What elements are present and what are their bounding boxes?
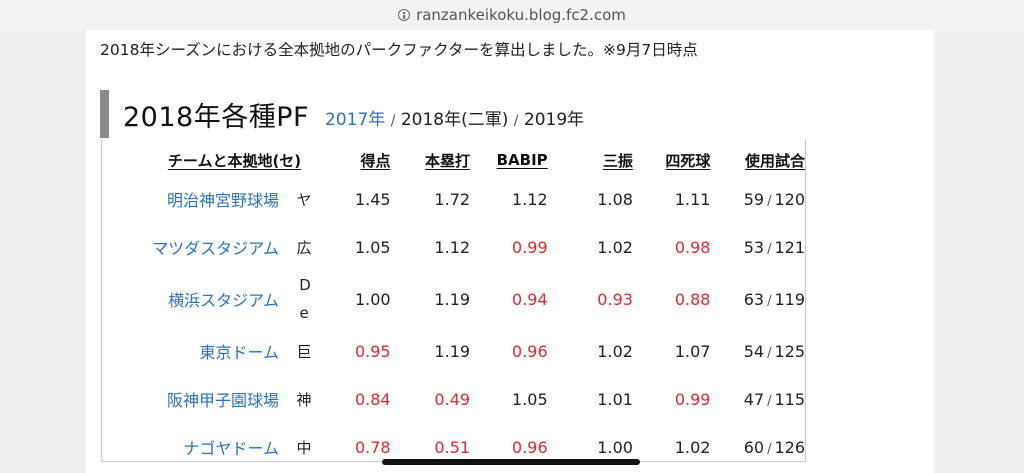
table-row: 横浜スタジアム De 1.00 1.19 0.94 0.93 0.88 63/119 [102,271,805,327]
pf-runs-cell: 0.78 [354,437,391,457]
games-total: 125 [774,341,805,361]
games-cell: 53/121 [710,223,805,271]
pf-so-cell: 1.08 [597,189,633,209]
info-circle-icon[interactable] [398,9,411,21]
games-used: 54 [743,341,765,361]
pf-babip-cell: 0.94 [512,289,548,309]
pf-runs-cell: 0.84 [354,389,391,409]
table-row: 明治神宮野球場ヤ 1.45 1.72 1.12 1.08 1.11 59/120 [102,175,805,223]
table-row: 阪神甲子園球場神 0.84 0.49 1.05 1.01 0.99 47/115 [102,375,805,423]
pf-so-cell: 1.02 [597,237,633,257]
table-row: 東京ドーム巨 0.95 1.19 0.96 1.02 1.07 54/125 [102,327,805,375]
header-babip[interactable]: BABIP [496,151,548,169]
url-text[interactable]: ranzankeikoku.blog.fc2.com [416,6,626,24]
pf-hr-cell: 1.19 [434,341,471,361]
team-abbrev: 神 [296,390,312,409]
games-separator: / [767,393,772,409]
games-separator: / [767,193,772,209]
park-factor-table: チームと本拠地(セ) 得点 本塁打 BABIP 三振 四死球 使用試合 明治神宮… [102,145,805,471]
park-factor-table-box: チームと本拠地(セ) 得点 本塁打 BABIP 三振 四死球 使用試合 明治神宮… [101,139,806,462]
pf-hr-cell: 0.51 [434,437,471,457]
games-cell: 47/115 [710,375,805,423]
header-runs[interactable]: 得点 [360,151,391,170]
pf-bb-cell: 1.07 [674,341,711,361]
separator: / [390,112,396,129]
games-separator: / [767,241,772,257]
pf-hr-cell: 1.12 [434,237,471,257]
table-row: ナゴヤドーム中 0.78 0.51 0.96 1.00 1.02 60/126 [102,423,805,471]
games-cell: 54/125 [710,327,805,375]
table-row: マツダスタジアム広 1.05 1.12 0.99 1.02 0.98 53/121 [102,223,805,271]
pf-babip-cell: 0.96 [512,437,548,457]
park-link[interactable]: ナゴヤドーム [183,439,279,458]
games-total: 115 [774,389,805,409]
browser-address-bar[interactable]: ranzankeikoku.blog.fc2.com [0,0,1024,30]
intro-text: 2018年シーズンにおける全本拠地のパークファクターを算出しました。※9月7日時… [100,41,698,59]
year-links: 2017年 / 2018年(二軍) / 2019年 [325,105,584,130]
pf-bb-cell: 0.88 [674,289,711,309]
team-abbrev: 巨 [296,342,312,361]
games-used: 63 [743,289,765,309]
header-games[interactable]: 使用試合 [744,151,805,170]
pf-so-cell: 1.02 [597,341,633,361]
team-abbrev: ヤ [296,190,312,209]
pf-so-cell: 1.00 [597,437,633,457]
pf-bb-cell: 0.98 [674,237,711,257]
pf-bb-cell: 1.02 [674,437,711,457]
pf-babip-cell: 1.05 [512,389,548,409]
header-so[interactable]: 三振 [602,151,633,170]
pf-hr-cell: 1.72 [434,189,471,209]
pf-babip-cell: 0.96 [512,341,548,361]
team-abbrev: De [293,271,315,327]
label-2018-minor: 2018年(二軍) [400,109,509,130]
pf-runs-cell: 0.95 [354,341,391,361]
header-bb[interactable]: 四死球 [665,151,711,170]
pf-bb-cell: 0.99 [674,389,711,409]
games-total: 119 [774,289,805,309]
pf-babip-cell: 1.12 [512,189,548,209]
games-total: 121 [774,237,805,257]
blog-content: 2018年シーズンにおける全本拠地のパークファクターを算出しました。※9月7日時… [86,30,934,473]
park-link[interactable]: マツダスタジアム [152,239,279,258]
header-team-park[interactable]: チームと本拠地(セ) [167,151,302,170]
games-cell: 63/119 [710,271,805,327]
games-cell: 60/126 [710,423,805,471]
heading-title: 2018年各種PF [123,101,310,133]
team-abbrev: 中 [296,438,312,457]
park-link[interactable]: 東京ドーム [199,343,279,362]
games-cell: 59/120 [710,175,805,223]
section-heading: 2018年各種PF 2017年 / 2018年(二軍) / 2019年 [100,90,800,138]
pf-hr-cell: 1.19 [434,289,471,309]
pf-runs-cell: 1.45 [354,189,391,209]
games-separator: / [767,345,772,361]
games-used: 60 [743,437,765,457]
pf-hr-cell: 0.49 [434,389,471,409]
link-2017[interactable]: 2017年 [325,109,386,130]
pf-runs-cell: 1.00 [354,289,391,309]
games-total: 120 [774,189,805,209]
pf-so-cell: 1.01 [597,389,633,409]
pf-babip-cell: 0.99 [512,237,548,257]
park-link[interactable]: 横浜スタジアム [168,291,279,310]
team-abbrev: 広 [296,238,312,257]
games-used: 47 [743,389,765,409]
park-link[interactable]: 明治神宮野球場 [166,191,279,210]
separator: / [513,112,519,129]
table-header-row: チームと本拠地(セ) 得点 本塁打 BABIP 三振 四死球 使用試合 [102,145,805,175]
label-2019: 2019年 [523,109,585,130]
games-used: 53 [743,237,765,257]
games-used: 59 [743,189,765,209]
games-separator: / [767,441,772,457]
park-link[interactable]: 阪神甲子園球場 [166,391,279,410]
heading-accent-bar [100,90,109,138]
games-total: 126 [774,437,805,457]
games-separator: / [767,293,772,309]
pf-runs-cell: 1.05 [354,237,391,257]
header-hr[interactable]: 本塁打 [425,151,471,170]
home-indicator[interactable] [382,459,640,465]
pf-so-cell: 0.93 [597,289,633,309]
team-abbrev-text: De [299,276,311,322]
pf-bb-cell: 1.11 [674,189,711,209]
